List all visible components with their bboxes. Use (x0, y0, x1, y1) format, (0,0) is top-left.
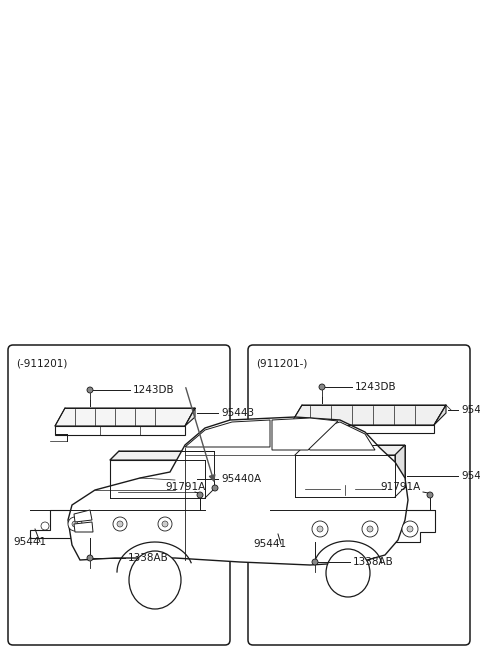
FancyBboxPatch shape (248, 345, 470, 645)
Circle shape (312, 559, 318, 565)
Text: 95443: 95443 (221, 408, 254, 418)
Polygon shape (205, 451, 214, 498)
Polygon shape (110, 460, 205, 498)
Circle shape (402, 521, 418, 537)
Circle shape (362, 521, 378, 537)
Text: 95441: 95441 (253, 539, 286, 549)
Polygon shape (295, 422, 375, 450)
Polygon shape (30, 510, 205, 538)
Circle shape (162, 521, 168, 527)
Circle shape (367, 526, 373, 532)
Text: 1243DB: 1243DB (133, 385, 175, 395)
Circle shape (87, 555, 93, 561)
Text: 95440A: 95440A (461, 471, 480, 481)
Circle shape (117, 521, 123, 527)
Polygon shape (434, 405, 446, 425)
Circle shape (427, 492, 433, 498)
Polygon shape (110, 451, 214, 460)
Ellipse shape (326, 549, 370, 597)
Text: (911201-): (911201-) (256, 359, 307, 369)
Polygon shape (272, 418, 338, 450)
Text: 95441: 95441 (13, 537, 46, 547)
Circle shape (319, 384, 325, 390)
Polygon shape (185, 420, 270, 447)
Polygon shape (270, 510, 435, 542)
Circle shape (312, 521, 328, 537)
Text: 95440A: 95440A (221, 474, 261, 484)
Text: 91791A: 91791A (380, 482, 420, 492)
Circle shape (407, 526, 413, 532)
Circle shape (87, 387, 93, 393)
Text: 95443: 95443 (461, 405, 480, 415)
Polygon shape (295, 445, 405, 455)
Polygon shape (74, 522, 93, 532)
Polygon shape (55, 408, 195, 426)
Polygon shape (185, 408, 195, 426)
Text: 1338AB: 1338AB (128, 553, 169, 563)
Text: (-911201): (-911201) (16, 359, 67, 369)
Text: 91791A: 91791A (165, 482, 205, 492)
Circle shape (158, 517, 172, 531)
Circle shape (41, 522, 49, 530)
FancyBboxPatch shape (8, 345, 230, 645)
Polygon shape (395, 445, 405, 497)
Circle shape (317, 526, 323, 532)
Circle shape (68, 517, 82, 531)
Circle shape (197, 492, 203, 498)
Ellipse shape (129, 551, 181, 609)
Polygon shape (74, 510, 92, 522)
Text: 1243DB: 1243DB (355, 382, 396, 392)
Polygon shape (68, 417, 408, 565)
Polygon shape (290, 425, 434, 433)
Polygon shape (290, 405, 446, 425)
Text: 1338AB: 1338AB (353, 557, 394, 567)
Circle shape (212, 485, 218, 491)
Circle shape (113, 517, 127, 531)
Polygon shape (55, 426, 185, 435)
Circle shape (72, 521, 78, 527)
Polygon shape (295, 455, 395, 497)
